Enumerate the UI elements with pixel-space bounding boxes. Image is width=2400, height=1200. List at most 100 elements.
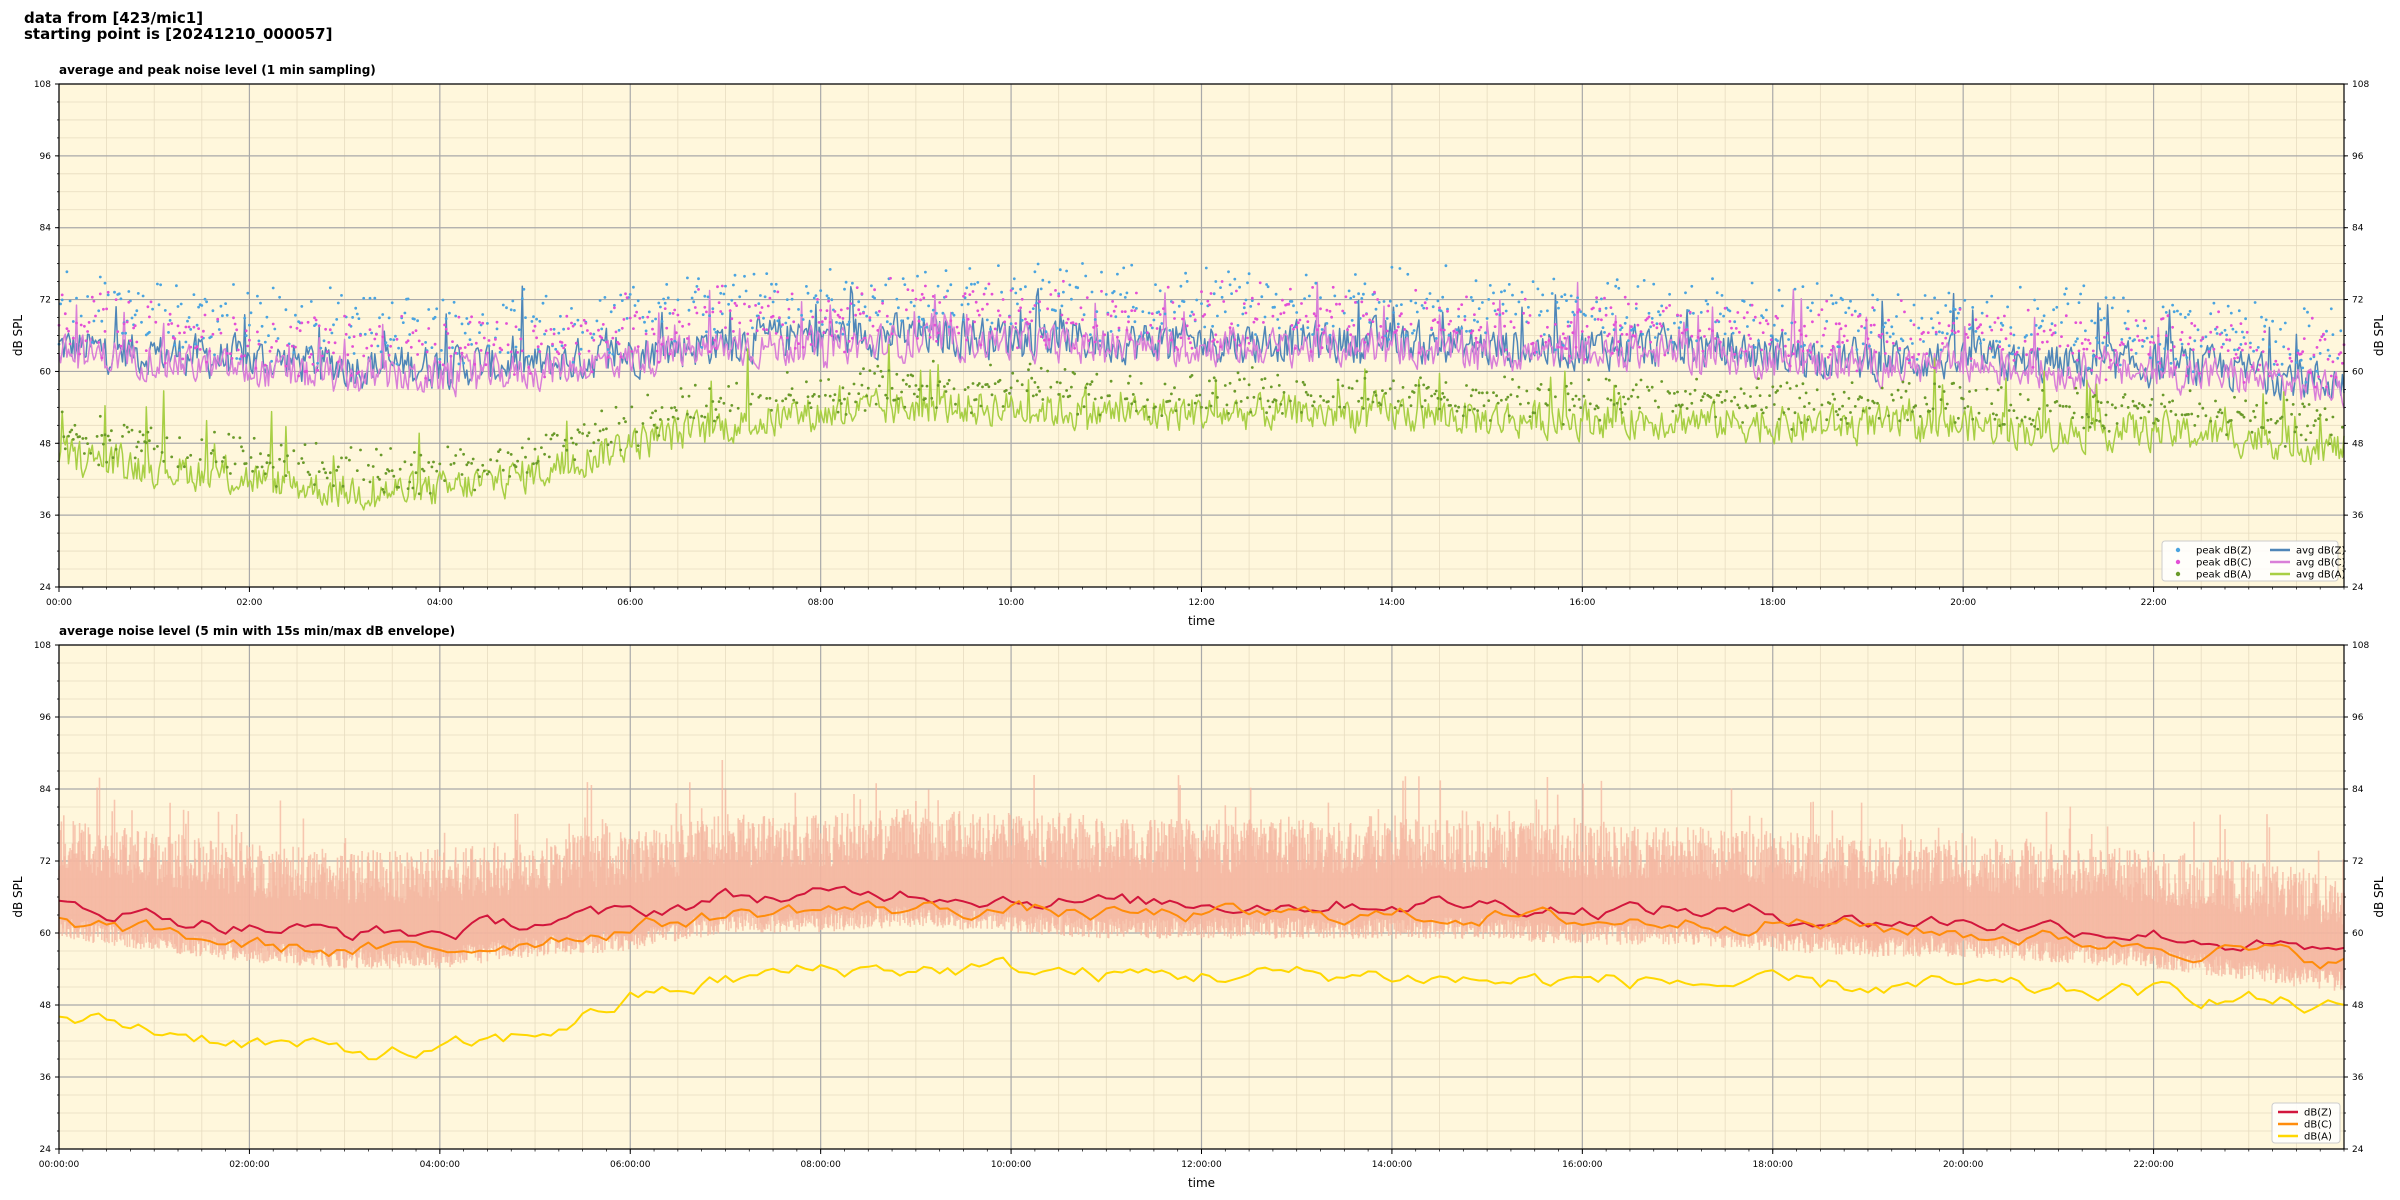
peak-point [1511,378,1514,381]
peak-point [797,308,800,311]
peak-point [1204,266,1208,270]
peak-point [2058,404,2062,407]
peak-point [1746,325,1749,328]
peak-point [463,331,467,335]
peak-point [857,300,861,304]
peak-point [1680,331,1684,335]
peak-point [2126,309,2130,313]
peak-point [1676,390,1679,394]
peak-point [1609,398,1613,402]
peak-point [825,309,829,312]
peak-point [1104,293,1108,296]
peak-point [238,436,242,440]
peak-point [1717,394,1721,397]
peak-point [2325,385,2328,389]
peak-point [2180,413,2184,417]
peak-point [1049,385,1053,389]
peak-point [89,451,93,455]
peak-point [1062,279,1065,283]
peak-point [765,328,769,331]
peak-point [2341,425,2344,429]
peak-point [1315,328,1319,332]
peak-point [98,275,102,279]
peak-point [1611,351,1614,355]
peak-point [805,380,808,384]
peak-point [1796,340,1800,344]
peak-point [495,459,499,463]
peak-point [2090,421,2094,425]
peak-point [1890,325,1894,329]
peak-point [1147,311,1151,315]
peak-point [809,406,813,409]
peak-point [1350,319,1354,322]
peak-point [478,331,481,334]
x-tick-label: 08:00 [808,598,834,608]
peak-point [1430,394,1433,398]
peak-point [1517,385,1521,389]
peak-point [1147,415,1151,419]
peak-point [619,293,623,297]
peak-point [1961,397,1965,401]
peak-point [505,322,508,325]
peak-point [1792,352,1795,356]
peak-point [2084,329,2087,333]
peak-point [325,350,329,353]
peak-point [216,317,220,321]
peak-point [1752,318,1756,322]
peak-point [1292,327,1295,331]
peak-point [1087,339,1091,342]
peak-point [2036,307,2040,310]
peak-point [1982,338,1986,341]
peak-point [105,460,108,464]
peak-point [1043,338,1046,342]
peak-point [947,378,951,382]
peak-point [1685,328,1689,331]
peak-point [1787,338,1790,341]
peak-point [319,346,323,350]
peak-point [1957,330,1960,333]
peak-point [1047,338,1051,342]
peak-point [135,340,139,344]
peak-point [1733,352,1737,356]
peak-point [1650,321,1654,324]
peak-point [2242,381,2246,384]
peak-point [106,290,110,294]
peak-point [275,339,278,343]
peak-point [260,465,264,469]
peak-point [981,307,984,311]
peak-point [2310,316,2314,320]
peak-point [751,392,754,396]
peak-point [1262,321,1265,324]
peak-point [714,346,718,350]
peak-point [1590,314,1594,318]
peak-point [2099,318,2103,322]
peak-point [1014,291,1018,295]
peak-point [1262,386,1265,390]
peak-point [946,289,949,293]
peak-point [841,317,845,320]
peak-point [209,335,213,339]
peak-point [481,313,485,316]
peak-point [1671,409,1675,413]
peak-point [1636,285,1640,288]
peak-point [2136,334,2140,338]
peak-point [1504,348,1508,352]
peak-point [900,319,903,323]
peak-point [1933,366,1936,370]
peak-point [2171,325,2175,329]
peak-point [1663,353,1667,357]
peak-point [1400,312,1403,316]
peak-point [200,438,204,441]
peak-point [1209,292,1213,295]
peak-point [1528,314,1532,317]
peak-point [846,307,849,310]
peak-point [552,432,556,435]
peak-point [513,373,516,376]
peak-point [1342,311,1346,315]
peak-point [211,309,215,313]
peak-point [2049,409,2052,413]
peak-point [724,326,727,329]
peak-point [1527,401,1530,405]
peak-point [468,338,472,341]
peak-point [2098,356,2102,360]
